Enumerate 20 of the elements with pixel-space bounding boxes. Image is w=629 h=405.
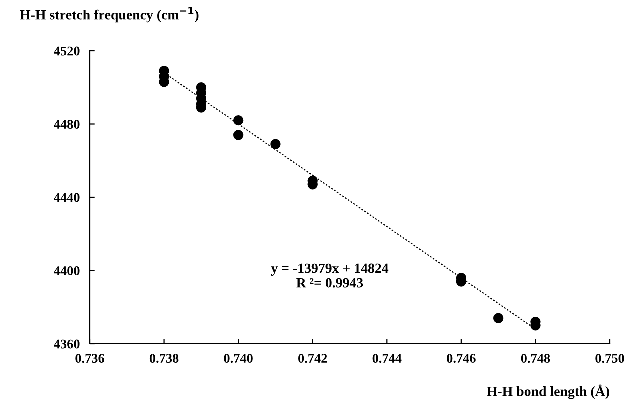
x-axis-title: H-H bond length (Å)	[487, 384, 610, 400]
point	[233, 116, 244, 126]
x-tick-label: 0.742	[298, 354, 328, 364]
y-tick-label: 4480	[54, 120, 80, 129]
point	[233, 130, 244, 140]
y-tick-label: 4400	[54, 266, 80, 276]
point	[270, 139, 281, 150]
x-tick-label: 0.746	[447, 354, 476, 364]
x-tick-label: 0.736	[76, 354, 104, 364]
x-tick-label: 0.750	[596, 354, 624, 364]
x-tick-label: 0.744	[372, 354, 402, 364]
y-tick-label: 4520	[54, 46, 80, 56]
y-tick-label: 4440	[54, 193, 80, 202]
y-axis-title: H-H stretch frequency (cm$^{−1}$)	[20, 7, 199, 23]
x-tick-label: 0.740	[224, 354, 253, 364]
x-tick-label: 0.738	[150, 354, 179, 364]
y-tick-label: 4360	[54, 340, 80, 349]
x-tick-label: 0.748	[521, 354, 550, 364]
point	[493, 313, 504, 324]
annotation: y = -13979x + 14824 R ²= 0.9943	[271, 264, 389, 288]
